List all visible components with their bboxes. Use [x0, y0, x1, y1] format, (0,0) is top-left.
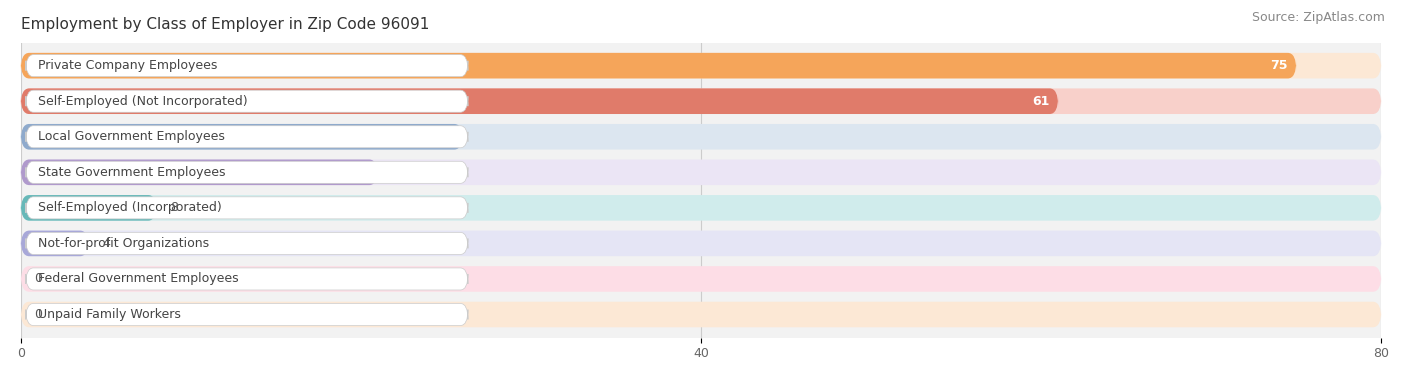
Text: 0: 0: [34, 308, 42, 321]
FancyBboxPatch shape: [25, 161, 468, 183]
Text: Self-Employed (Not Incorporated): Self-Employed (Not Incorporated): [38, 95, 247, 108]
Text: Source: ZipAtlas.com: Source: ZipAtlas.com: [1251, 11, 1385, 24]
FancyBboxPatch shape: [21, 195, 156, 221]
Text: Private Company Employees: Private Company Employees: [38, 59, 217, 72]
FancyBboxPatch shape: [25, 303, 468, 325]
FancyBboxPatch shape: [25, 268, 468, 290]
FancyBboxPatch shape: [25, 126, 468, 148]
FancyBboxPatch shape: [21, 124, 1381, 150]
FancyBboxPatch shape: [25, 232, 468, 254]
Text: 26: 26: [437, 130, 454, 143]
Text: Unpaid Family Workers: Unpaid Family Workers: [38, 308, 180, 321]
FancyBboxPatch shape: [21, 124, 463, 150]
FancyBboxPatch shape: [25, 55, 468, 77]
FancyBboxPatch shape: [21, 302, 1381, 327]
Text: State Government Employees: State Government Employees: [38, 166, 225, 179]
Text: 0: 0: [34, 273, 42, 285]
Text: Not-for-profit Organizations: Not-for-profit Organizations: [38, 237, 209, 250]
Text: Employment by Class of Employer in Zip Code 96091: Employment by Class of Employer in Zip C…: [21, 17, 429, 32]
FancyBboxPatch shape: [25, 90, 468, 112]
FancyBboxPatch shape: [21, 53, 1381, 78]
FancyBboxPatch shape: [21, 159, 378, 185]
Text: 4: 4: [103, 237, 110, 250]
Text: 21: 21: [352, 166, 370, 179]
Text: Local Government Employees: Local Government Employees: [38, 130, 225, 143]
FancyBboxPatch shape: [21, 89, 1381, 114]
FancyBboxPatch shape: [21, 159, 1381, 185]
Text: 8: 8: [170, 201, 179, 215]
FancyBboxPatch shape: [21, 231, 1381, 256]
Text: 61: 61: [1032, 95, 1050, 108]
Text: Federal Government Employees: Federal Government Employees: [38, 273, 238, 285]
FancyBboxPatch shape: [21, 195, 1381, 221]
Text: Self-Employed (Incorporated): Self-Employed (Incorporated): [38, 201, 221, 215]
FancyBboxPatch shape: [21, 53, 1296, 78]
FancyBboxPatch shape: [21, 231, 89, 256]
FancyBboxPatch shape: [21, 266, 1381, 292]
Text: 75: 75: [1270, 59, 1288, 72]
FancyBboxPatch shape: [21, 89, 1059, 114]
FancyBboxPatch shape: [25, 197, 468, 219]
